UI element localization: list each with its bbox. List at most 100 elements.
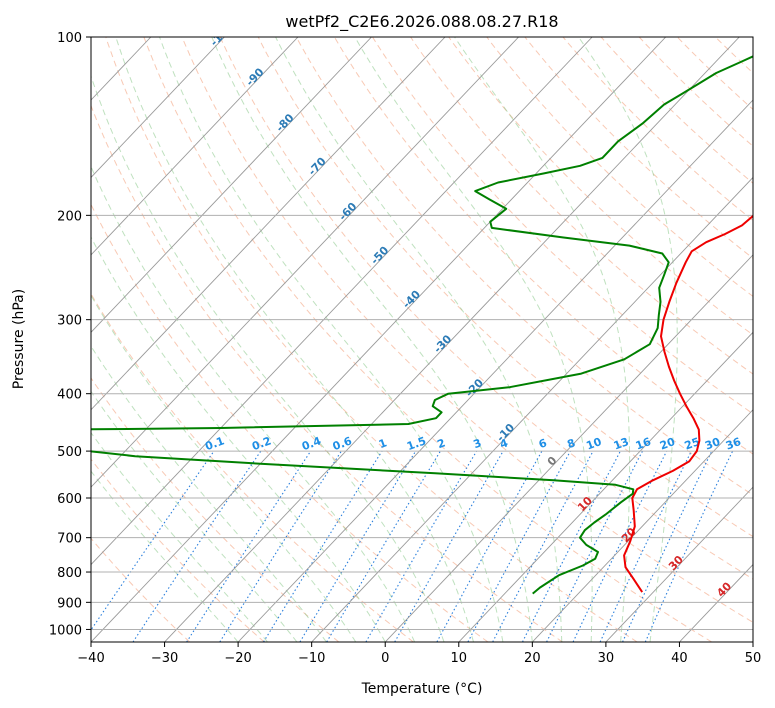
- moist-adiabat: [211, 37, 533, 642]
- mixing-ratio-line: [299, 450, 417, 642]
- mixing-ratio-label: 30: [703, 435, 722, 453]
- x-tick-label: 30: [598, 651, 615, 666]
- x-tick-label: −20: [224, 651, 251, 666]
- mixing-ratio-label: 2: [435, 436, 447, 451]
- isotherm-line: [91, 37, 593, 566]
- mixing-ratio-line: [467, 450, 571, 642]
- dry-adiabat: [91, 292, 414, 642]
- mixing-ratio-label: 0.6: [331, 434, 354, 453]
- y-tick-label: 400: [57, 388, 82, 403]
- x-tick-label: 20: [524, 651, 541, 666]
- x-tick-label: 0: [381, 651, 389, 666]
- y-tick-label: 600: [57, 492, 82, 507]
- moist-adiabat: [275, 37, 563, 642]
- isotherm-line: [605, 486, 753, 642]
- isotherm-label: -100: [208, 20, 237, 49]
- mixing-ratio-label: 3: [472, 436, 484, 451]
- moist-adiabat: [454, 37, 631, 642]
- isotherm-line: [91, 37, 299, 256]
- mixing-ratio-label: 0.4: [300, 434, 323, 453]
- mixing-ratio-label: 4: [498, 436, 510, 451]
- dry-adiabat: [638, 37, 753, 147]
- dewpoint-profile: [91, 55, 753, 595]
- dry-adiabat: [448, 37, 753, 336]
- x-tick-label: −30: [151, 651, 178, 666]
- chart-title: wetPf2_C2E6.2026.088.08.27.R18: [285, 12, 558, 32]
- x-tick-label: 40: [671, 651, 688, 666]
- isotherm-line: [311, 176, 753, 642]
- isotherm-line: [91, 37, 372, 333]
- mixing-ratio-line: [546, 450, 643, 642]
- moist-adiabat: [91, 431, 268, 642]
- mixing-ratio-label: 13: [612, 435, 631, 452]
- mixing-ratio-label: 0.2: [250, 434, 273, 453]
- y-tick-label: 1000: [49, 623, 82, 638]
- moist-adiabat: [91, 390, 298, 642]
- profile-lines: [91, 55, 753, 595]
- y-tick-label: 700: [57, 532, 82, 547]
- moist-adiabat: [91, 470, 239, 642]
- mixing-ratio-line: [394, 450, 504, 642]
- mixing-ratio-label: 6: [537, 436, 549, 451]
- plot-frame: [90, 36, 754, 643]
- background-lines: [91, 37, 753, 642]
- mixing-ratio-label: 8: [565, 436, 577, 451]
- x-tick-label: 50: [745, 651, 762, 666]
- moist-adiabat: [159, 37, 504, 642]
- mixing-ratio-label: 0.1: [203, 434, 226, 453]
- isotherm-line: [91, 37, 225, 179]
- moist-adiabat: [578, 37, 678, 642]
- x-axis-label: Temperature (°C): [361, 681, 483, 697]
- moist-adiabat: [115, 37, 474, 642]
- mixing-ratio-line: [572, 450, 668, 642]
- y-tick-label: 100: [57, 31, 82, 46]
- y-tick-label: 500: [57, 445, 82, 460]
- mixing-ratio-line: [219, 450, 342, 642]
- mixing-ratio-label: 10: [585, 435, 604, 453]
- y-tick-label: 800: [57, 566, 82, 581]
- y-tick-label: 900: [57, 596, 82, 611]
- dry-adiabat: [219, 37, 753, 580]
- dry-adiabat: [91, 377, 340, 642]
- dry-adiabat: [486, 37, 753, 297]
- dry-adiabat: [295, 37, 753, 496]
- temperature-profile: [623, 214, 753, 593]
- isotherm-line: [532, 409, 753, 642]
- moist-adiabat: [91, 236, 386, 642]
- dry-adiabat: [143, 37, 713, 642]
- y-axis-label: Pressure (hPa): [11, 289, 27, 389]
- dry-adiabat: [91, 104, 563, 642]
- dry-adiabat: [91, 458, 265, 642]
- mixing-ratio-label: 16: [634, 435, 653, 453]
- mixing-ratio-line: [186, 450, 312, 642]
- x-tick-label: −10: [298, 651, 325, 666]
- moist-adiabat: [91, 294, 357, 642]
- mixing-ratio-label: 20: [658, 435, 677, 453]
- mixing-ratio-line: [436, 450, 543, 642]
- moist-adiabat: [354, 37, 593, 642]
- dry-adiabat: [257, 37, 753, 538]
- dry-adiabat: [562, 37, 753, 222]
- dry-adiabat: [600, 37, 753, 184]
- y-tick-label: 200: [57, 209, 82, 224]
- mixing-ratio-label: 1.5: [405, 434, 428, 453]
- x-axis: −40 −30 −20 −10 0 10 20 30 40 50: [77, 642, 761, 666]
- x-tick-label: 10: [451, 651, 468, 666]
- x-tick-label: −40: [77, 651, 104, 666]
- isotherm-line: [384, 254, 753, 642]
- isotherm-line: [91, 37, 667, 642]
- isotherm-line: [164, 37, 740, 642]
- y-axis: 100 200 300 400 500 600 700 800 900 1000: [49, 31, 91, 638]
- isotherm-line: [91, 37, 519, 488]
- dry-adiabat: [105, 37, 638, 642]
- mixing-ratio-label: 1: [377, 436, 389, 451]
- isotherm-line: [237, 99, 753, 642]
- moist-adiabat: [91, 345, 327, 642]
- isotherm-line: [458, 331, 753, 642]
- y-tick-label: 300: [57, 314, 82, 329]
- dry-adiabat: [181, 37, 753, 623]
- isotherm-line: [91, 37, 446, 411]
- mixing-ratio-line: [91, 450, 215, 631]
- moist-adiabat: [91, 74, 445, 642]
